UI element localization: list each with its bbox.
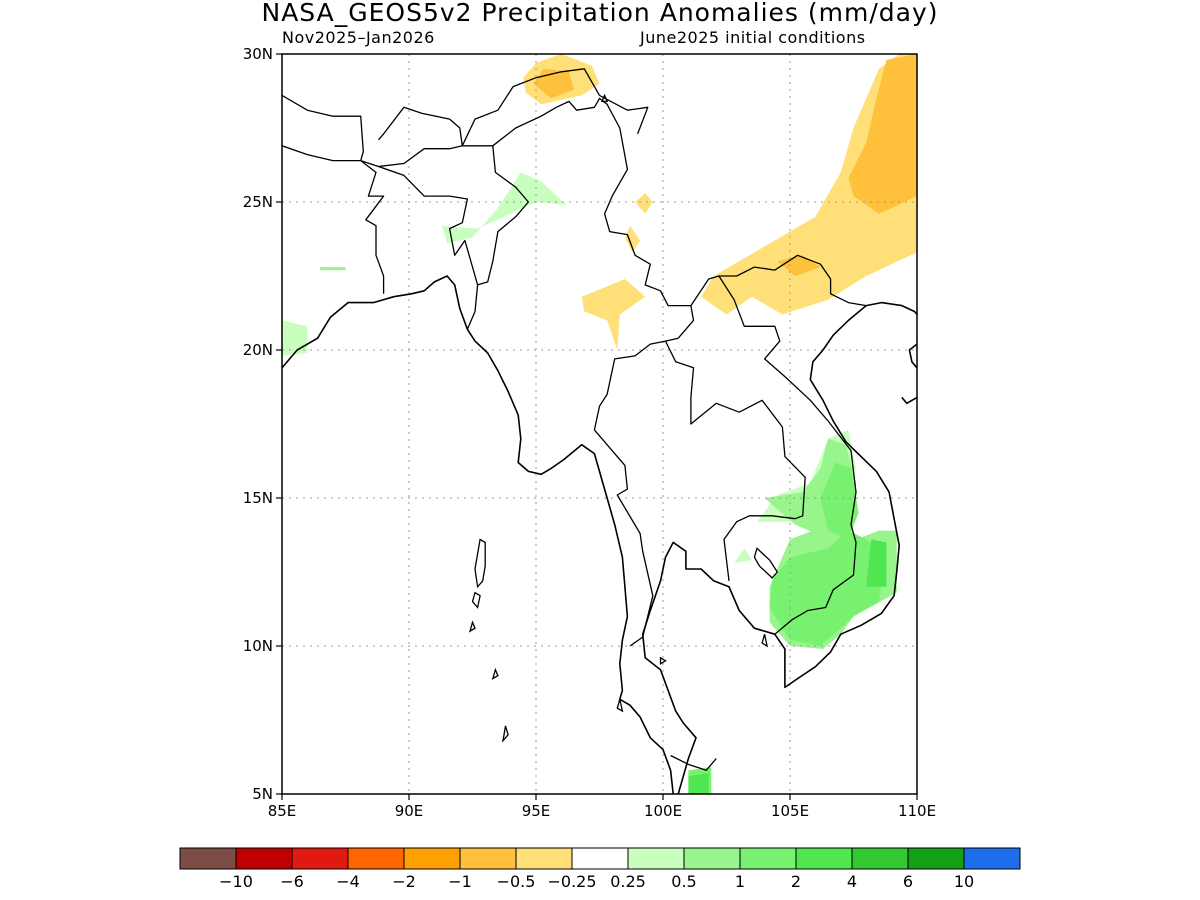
colorbar-swatch — [851, 847, 909, 870]
colorbar-label: 6 — [903, 872, 913, 891]
country-border — [477, 145, 530, 286]
anomaly-region — [734, 548, 752, 564]
coastline — [908, 343, 917, 369]
map-title: NASA_GEOS5v2 Precipitation Anomalies (mm… — [261, 0, 939, 27]
island-outline — [659, 656, 667, 665]
anomaly-region — [820, 462, 859, 540]
axis-ticks: 85E 90E 95E 100E 105E 110E 5N 10N 15N 20N 25N 30N — [243, 45, 936, 820]
lake-outline — [753, 547, 779, 579]
lon-tick-label: 100E — [644, 802, 682, 820]
colorbar-label: 2 — [791, 872, 801, 891]
country-border — [690, 275, 857, 635]
anomaly-region — [581, 279, 646, 350]
lat-tick-label: 20N — [243, 341, 273, 359]
colorbar: −10 −6 −4 −2 −1 −0.5 −0.25 0.25 0.5 1 2 4 6 10 — [179, 847, 1021, 891]
coastline — [282, 275, 674, 794]
colorbar-label: 10 — [954, 872, 974, 891]
island-outline — [601, 93, 609, 103]
colorbar-label: −4 — [336, 872, 360, 891]
country-border — [718, 254, 867, 307]
lon-tick-label: 110E — [898, 802, 936, 820]
coastline-layer — [282, 68, 917, 794]
anomaly-region — [866, 539, 887, 587]
colorbar-swatch — [571, 847, 629, 870]
colorbar-swatch — [907, 847, 965, 870]
colorbar-label: 4 — [847, 872, 857, 891]
colorbar-label: −6 — [280, 872, 304, 891]
lat-tick-label: 5N — [252, 785, 273, 803]
lon-tick-label: 95E — [522, 802, 551, 820]
country-border — [599, 94, 649, 135]
colorbar-swatch — [963, 847, 1021, 870]
country-border — [593, 340, 666, 647]
country-border — [378, 165, 479, 330]
island-outline — [468, 620, 476, 633]
country-border — [670, 754, 717, 771]
island-outline — [501, 725, 509, 743]
country-border — [282, 106, 463, 168]
colorbar-label: 1 — [735, 872, 745, 891]
colorbar-swatch — [459, 847, 517, 870]
colorbar-swatch — [627, 847, 685, 870]
colorbar-swatch — [291, 847, 349, 870]
anomaly-region — [848, 54, 917, 214]
colorbar-swatch — [235, 847, 293, 870]
anomaly-fill-layer — [282, 54, 917, 794]
colorbar-swatch — [515, 847, 573, 870]
island-outline — [474, 538, 486, 589]
colorbar-swatch — [795, 847, 853, 870]
country-border — [462, 97, 695, 342]
colorbar-swatch — [739, 847, 797, 870]
country-border — [360, 160, 385, 294]
anomaly-region — [635, 193, 653, 214]
colorbar-swatch — [683, 847, 741, 870]
island-outline — [616, 699, 624, 713]
lat-tick-label: 30N — [243, 45, 273, 63]
lat-tick-label: 25N — [243, 193, 273, 211]
subtitle-initial-conditions: June2025 initial conditions — [640, 28, 866, 47]
gridlines — [282, 54, 917, 794]
country-border — [461, 68, 601, 147]
island-outline — [491, 667, 499, 680]
colorbar-swatch — [179, 847, 237, 870]
lon-tick-label: 85E — [268, 802, 297, 820]
island-outline — [471, 591, 481, 609]
coastline — [901, 396, 917, 405]
lat-tick-label: 10N — [243, 637, 273, 655]
anomaly-region — [320, 267, 346, 271]
colorbar-label: −2 — [392, 872, 416, 891]
subtitle-period: Nov2025–Jan2026 — [282, 28, 435, 47]
island-outline — [761, 634, 769, 648]
colorbar-label: −1 — [448, 872, 472, 891]
country-border — [282, 94, 364, 161]
lat-tick-label: 15N — [243, 489, 273, 507]
colorbar-label: −0.25 — [547, 872, 596, 891]
lon-tick-label: 105E — [771, 802, 809, 820]
colorbar-label: −10 — [219, 872, 253, 891]
anomaly-region — [701, 54, 917, 315]
anomaly-region — [769, 530, 887, 646]
colorbar-label: 0.5 — [671, 872, 696, 891]
colorbar-swatch — [347, 847, 405, 870]
anomaly-region — [282, 320, 308, 356]
colorbar-label: −0.5 — [497, 872, 536, 891]
anomaly-region — [688, 773, 709, 794]
lon-tick-label: 90E — [395, 802, 424, 820]
colorbar-swatch — [403, 847, 461, 870]
map-frame — [281, 53, 918, 795]
country-border — [664, 340, 806, 520]
colorbar-label: 0.25 — [610, 872, 646, 891]
country-border — [723, 515, 796, 581]
anomaly-region — [442, 172, 567, 244]
coastline — [641, 301, 917, 794]
anomaly-region — [624, 225, 641, 253]
